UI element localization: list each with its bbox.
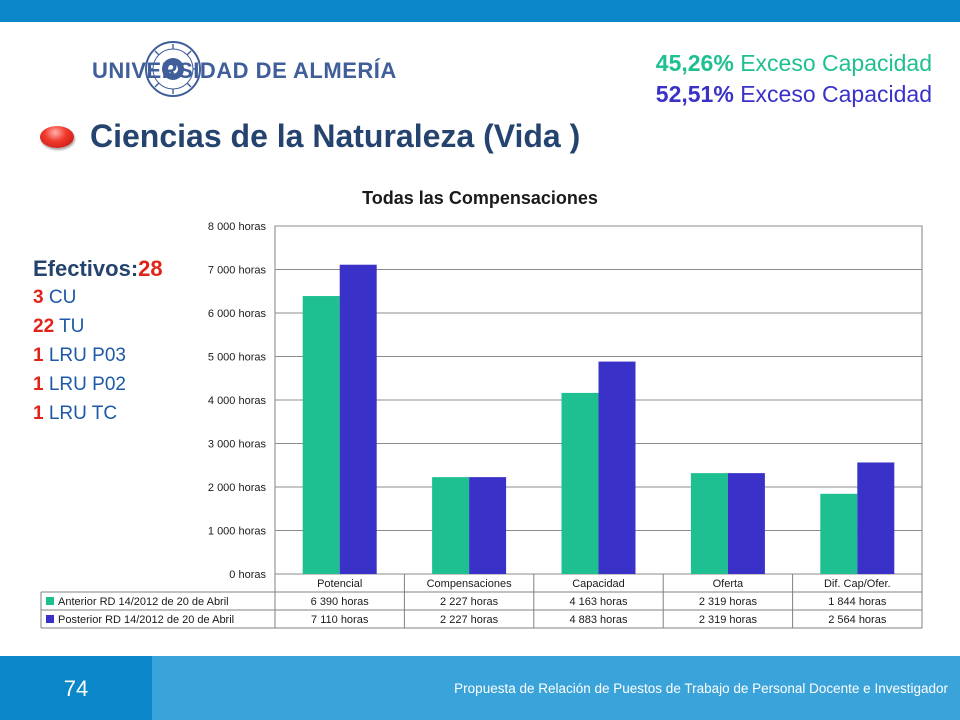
bar (339, 264, 377, 574)
chart-title: Todas las Compensaciones (362, 188, 598, 208)
y-tick-label: 1 000 horas (208, 526, 267, 538)
bar-chart: 0 horas 1 000 horas 2 000 horas 3 000 horas… (40, 221, 923, 629)
excess-label-anterior: Exceso Capacidad (740, 50, 932, 76)
staff-item-count: 1 (33, 374, 44, 395)
staff-item-count: 22 (33, 316, 55, 337)
data-label: 1 844 horas (828, 596, 887, 608)
staff-heading: Efectivos:28 (33, 254, 163, 283)
staff-item: 1 LRU P02 (33, 370, 163, 399)
bar (561, 392, 599, 574)
staff-item-label: LRU P02 (48, 374, 126, 395)
university-seal-logo (145, 41, 201, 97)
staff-item-label: CU (48, 287, 77, 308)
bar (469, 477, 507, 574)
legend-label: Posterior RD 14/2012 de 20 de Abril (58, 614, 234, 626)
bar (302, 296, 340, 574)
excess-percent-posterior: 52,51% (655, 81, 734, 107)
staff-item: 3 CU (33, 283, 163, 312)
staff-item-count: 3 (33, 287, 44, 308)
category-label: Compensaciones (427, 578, 512, 590)
excess-capacity-anterior: 45,26% Exceso Capacidad (656, 50, 932, 77)
y-tick-label: 6 000 horas (208, 308, 267, 320)
y-tick-label: 5 000 horas (208, 352, 267, 364)
staff-item-count: 1 (33, 403, 44, 424)
bar (690, 473, 728, 574)
y-tick-label: 0 horas (229, 569, 266, 581)
bar (857, 462, 895, 574)
data-label: 2 227 horas (440, 614, 499, 626)
staff-item-label: LRU P03 (48, 345, 126, 366)
y-tick-label: 8 000 horas (208, 221, 267, 233)
page-title: Ciencias de la Naturaleza (Vida ) (90, 118, 581, 154)
staff-item-label: TU (59, 316, 85, 337)
excess-percent-anterior: 45,26% (655, 50, 734, 76)
category-label: Dif. Cap/Ofer. (824, 578, 891, 590)
bar (820, 493, 858, 574)
staff-item: 1 LRU P03 (33, 341, 163, 370)
bar (727, 473, 765, 574)
legend-swatch (46, 597, 54, 605)
y-tick-label: 2 000 horas (208, 482, 267, 494)
staff-item: 1 LRU TC (33, 399, 163, 428)
legend-label: Anterior RD 14/2012 de 20 de Abril (58, 596, 229, 608)
staff-list: Efectivos:28 3 CU 22 TU 1 LRU P03 1 LRU … (33, 254, 163, 428)
university-name: UNIVERSIDAD DE ALMERÍA (92, 58, 397, 83)
data-label: 6 390 horas (311, 596, 370, 608)
category-label: Capacidad (572, 578, 625, 590)
bar (598, 361, 636, 574)
data-label: 4 883 horas (569, 614, 628, 626)
red-bullet-icon (40, 126, 74, 148)
data-label: 2 319 horas (699, 614, 758, 626)
category-label: Oferta (713, 578, 744, 590)
data-label: 2 319 horas (699, 596, 758, 608)
staff-item: 22 TU (33, 312, 163, 341)
y-tick-label: 4 000 horas (208, 395, 267, 407)
staff-item-count: 1 (33, 345, 44, 366)
footer-right-panel (152, 656, 960, 720)
category-label: Potencial (317, 578, 362, 590)
page-number: 74 (63, 676, 89, 701)
staff-heading-label: Efectivos: (33, 256, 139, 281)
legend-swatch (46, 615, 54, 623)
data-label: 2 564 horas (828, 614, 887, 626)
y-tick-label: 7 000 horas (208, 265, 267, 277)
data-label: 2 227 horas (440, 596, 499, 608)
bar (432, 477, 470, 574)
staff-heading-value: 28 (138, 256, 163, 281)
excess-label-posterior: Exceso Capacidad (740, 81, 932, 107)
footer-text: Propuesta de Relación de Puestos de Trab… (454, 681, 948, 696)
excess-capacity-posterior: 52,51% Exceso Capacidad (656, 81, 932, 108)
data-label: 7 110 horas (311, 614, 369, 626)
staff-item-label: LRU TC (48, 403, 118, 424)
y-tick-label: 3 000 horas (208, 439, 267, 451)
top-bar (0, 0, 960, 22)
footer-left-panel (0, 656, 152, 720)
data-label: 4 163 horas (569, 596, 628, 608)
